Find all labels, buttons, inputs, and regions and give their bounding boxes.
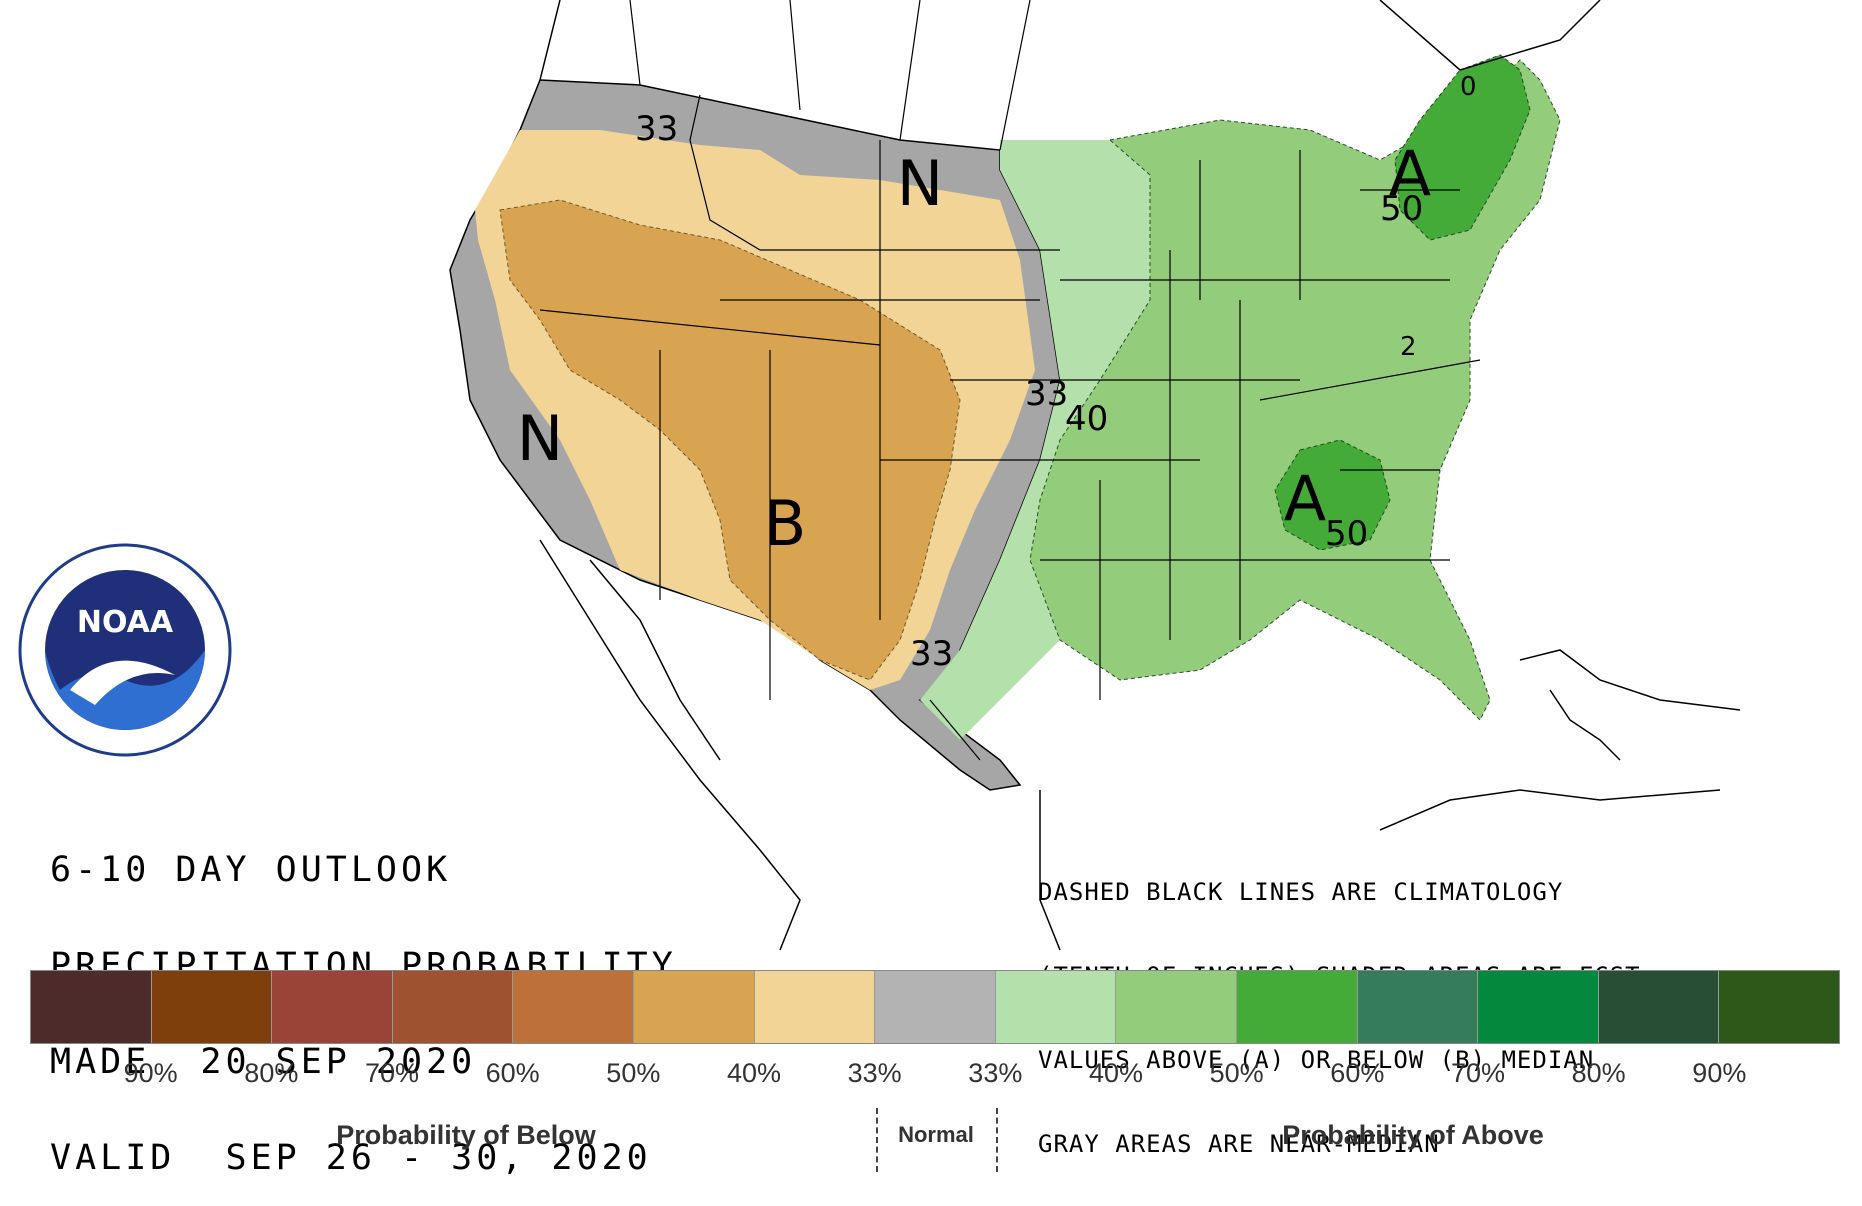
outlook-map: N N B A A 33 33 40 33 50 50 2 0 NOAA bbox=[18, 0, 1741, 951]
contour-50-northeast: 50 bbox=[1380, 189, 1423, 229]
legend-swatch bbox=[1478, 971, 1599, 1043]
legend-tick-label: 33% bbox=[847, 1058, 902, 1088]
legend-tick-label: 60% bbox=[1330, 1058, 1385, 1088]
legend-tick-label: 90% bbox=[123, 1058, 178, 1088]
label-a-southeast: A bbox=[1284, 462, 1326, 535]
legend-tick-label: 50% bbox=[606, 1058, 661, 1088]
contour-labels: 33 33 40 33 50 50 2 0 bbox=[635, 72, 1477, 674]
legend-swatch bbox=[272, 971, 393, 1043]
legend-tick-label: 90% bbox=[1692, 1058, 1747, 1088]
contour-50-southeast: 50 bbox=[1325, 514, 1368, 554]
notes-line-3: VALUES ABOVE (A) OR BELOW (B) MEDIAN bbox=[1038, 1046, 1595, 1074]
label-n-west: N bbox=[517, 402, 563, 475]
noaa-logo-text: NOAA bbox=[77, 605, 174, 640]
title-line-3: MADE 20 SEP 2020 bbox=[50, 1042, 477, 1082]
above-50-60-northeast-area bbox=[1394, 54, 1531, 241]
legend-tick-label: 33% bbox=[968, 1058, 1023, 1088]
label-n-north: N bbox=[897, 147, 943, 220]
legend-swatch bbox=[1719, 971, 1839, 1043]
legend-caption-normal: Normal bbox=[898, 1122, 974, 1147]
legend-swatch bbox=[1236, 971, 1358, 1043]
state-boundaries bbox=[539, 0, 1481, 761]
legend-tick-label: 70% bbox=[1450, 1058, 1506, 1088]
contour-40-plains: 40 bbox=[1065, 399, 1108, 439]
legend-divider-left bbox=[876, 1108, 878, 1172]
legend-swatch bbox=[875, 971, 996, 1043]
contour-0-maine: 0 bbox=[1460, 72, 1477, 102]
legend-swatch bbox=[392, 971, 514, 1043]
legend-caption-below: Probability of Below bbox=[336, 1120, 596, 1150]
below-40-50-area bbox=[499, 199, 961, 681]
legend-tick-label: 70% bbox=[364, 1058, 420, 1088]
contour-2-midatlantic: 2 bbox=[1400, 332, 1417, 362]
notes-line-1: DASHED BLACK LINES ARE CLIMATOLOGY bbox=[1038, 878, 1564, 906]
legend-divider-right bbox=[996, 1108, 998, 1172]
contour-33-plains: 33 bbox=[1025, 374, 1068, 414]
legend-swatch bbox=[1598, 971, 1720, 1043]
legend-tick-label: 50% bbox=[1209, 1058, 1264, 1088]
legend-tick-label: 40% bbox=[1088, 1058, 1144, 1088]
probability-legend-bar bbox=[30, 970, 1840, 1044]
coastlines bbox=[539, 0, 1741, 951]
label-a-northeast: A bbox=[1389, 137, 1431, 210]
legend-swatch bbox=[151, 971, 273, 1043]
above-33-40-area bbox=[920, 140, 1150, 740]
legend-tick-label: 80% bbox=[244, 1058, 299, 1088]
contour-33-texas: 33 bbox=[910, 634, 953, 674]
noaa-logo: NOAA bbox=[18, 543, 232, 757]
title-line-1: 6-10 DAY OUTLOOK bbox=[50, 850, 452, 890]
legend-caption-above: Probability of Above bbox=[1282, 1120, 1544, 1150]
notes-line-4: GRAY AREAS ARE NEAR-MEDIAN bbox=[1038, 1130, 1440, 1158]
legend-swatch bbox=[754, 971, 876, 1043]
label-b-southwest: B bbox=[764, 487, 807, 560]
legend-swatch bbox=[633, 971, 755, 1043]
legend-swatch bbox=[513, 971, 634, 1043]
legend-swatch bbox=[995, 971, 1117, 1043]
legend-swatch bbox=[31, 971, 152, 1043]
title-line-4: VALID SEP 26 - 30, 2020 bbox=[50, 1138, 652, 1178]
legend-tick-label: 60% bbox=[485, 1058, 540, 1088]
above-50-60-southeast-area bbox=[1274, 439, 1391, 551]
contour-33-nw: 33 bbox=[635, 109, 678, 149]
legend-tick-label: 80% bbox=[1571, 1058, 1626, 1088]
legend-swatch bbox=[1357, 971, 1479, 1043]
legend-swatch bbox=[1116, 971, 1237, 1043]
legend-tick-label: 40% bbox=[726, 1058, 782, 1088]
